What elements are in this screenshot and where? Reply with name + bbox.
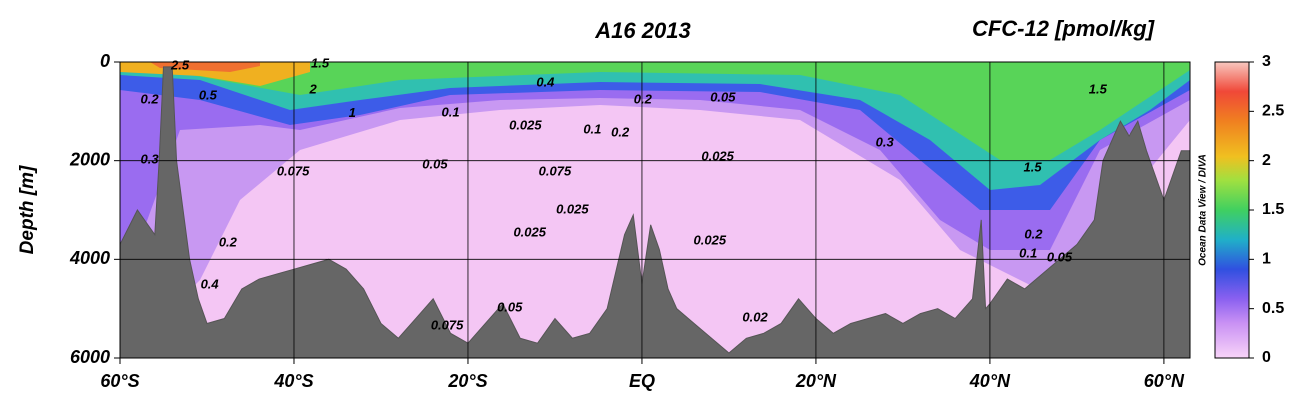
contour-label: 0.2: [1024, 227, 1043, 242]
contour-label: 0.05: [1047, 249, 1073, 264]
colorbar-tick-label: 2: [1262, 152, 1271, 169]
x-tick-label: 60°N: [1144, 371, 1185, 391]
watermark: Ocean Data View / DIVA: [1198, 154, 1209, 266]
contour-label: 1.5: [311, 55, 330, 70]
colorbar: [1214, 61, 1250, 359]
contour-label: 0.05: [422, 157, 448, 172]
y-tick-label: 6000: [70, 347, 110, 367]
contour-label: 1.5: [1024, 160, 1043, 175]
contour-label: 0.2: [634, 91, 653, 106]
contour-label: 0.2: [141, 91, 160, 106]
contour-label: 0.075: [277, 163, 310, 178]
contour-label: 0.3: [876, 134, 895, 149]
contour-label: 0.1: [442, 104, 460, 119]
colorbar-tick-label: 1: [1262, 251, 1271, 268]
contour-label: 0.1: [583, 122, 601, 137]
contour-label: 0.2: [219, 234, 238, 249]
contour-label: 0.025: [513, 225, 546, 240]
contour-label: 0.2: [611, 124, 630, 139]
contour-label: 1: [349, 105, 356, 120]
y-tick-label: 0: [100, 51, 110, 71]
contour-label: 1.5: [1089, 82, 1108, 97]
colorbar-tick-label: 2.5: [1262, 103, 1284, 120]
contour-label: 0.05: [497, 300, 523, 315]
contour-label: 0.05: [710, 89, 736, 104]
contour-label: 0.075: [431, 317, 464, 332]
x-tick-label: 20°N: [795, 371, 837, 391]
contour-label: 0.4: [536, 75, 555, 90]
contour-label: 0.4: [201, 276, 220, 291]
contour-label: 2.5: [170, 57, 190, 72]
contour-label: 0.02: [742, 309, 768, 324]
contour-label: 0.1: [1019, 245, 1037, 260]
y-axis-label: Depth [m]: [17, 165, 38, 254]
x-tick-label: EQ: [629, 371, 655, 391]
chart-subtitle: CFC-12 [pmol/kg]: [972, 16, 1155, 41]
x-tick-label: 40°S: [273, 371, 313, 391]
marks: 2.5 1.5 2 1 0.5 0.2 0.3 0.075 0.05 0.1 0.4 0.025 0.1…: [119, 55, 1191, 359]
contour-label: 0.025: [556, 201, 589, 216]
contour-label: 0.025: [694, 233, 727, 248]
colorbar-tick-label: 0.5: [1262, 300, 1284, 317]
contour-label: 0.3: [141, 152, 160, 167]
x-tick-label: 20°S: [447, 371, 487, 391]
colorbar-tick-label: 1.5: [1262, 201, 1284, 218]
contour-label: 0.075: [539, 163, 572, 178]
x-tick-label: 40°N: [969, 371, 1011, 391]
y-tick-label: 4000: [69, 248, 110, 268]
x-tick-label: 60°S: [100, 371, 139, 391]
colorbar-tick-label: 0: [1262, 349, 1271, 366]
bathymetry: [119, 66, 1191, 359]
contour-label: 2: [309, 82, 318, 97]
colorbar-tick-label: 3: [1262, 53, 1271, 70]
contour-label: 0.5: [199, 87, 218, 102]
contour-label: 0.025: [701, 149, 734, 164]
chart-title: A16 2013: [594, 18, 690, 43]
contour-label: 0.025: [509, 118, 542, 133]
y-tick-label: 2000: [69, 149, 110, 169]
